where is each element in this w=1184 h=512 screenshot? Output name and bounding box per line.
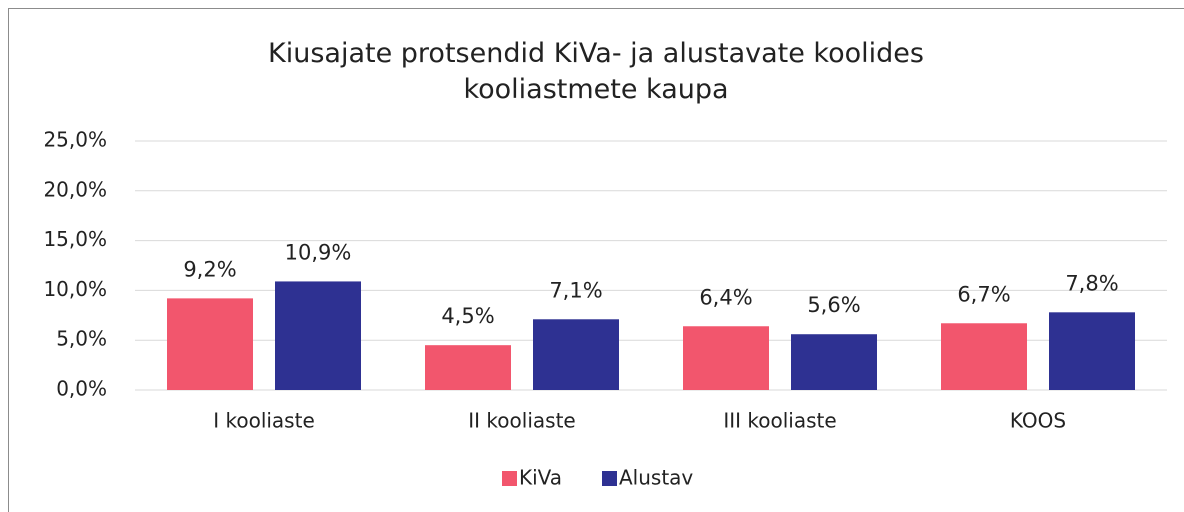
legend-label: Alustav <box>619 466 693 490</box>
data-label: 6,4% <box>699 285 752 309</box>
bar <box>533 319 619 390</box>
bar <box>167 298 253 390</box>
data-label: 10,9% <box>285 240 352 264</box>
data-label: 9,2% <box>183 257 236 281</box>
bar <box>275 281 361 390</box>
data-label: 7,8% <box>1065 271 1118 295</box>
y-tick-label: 20,0% <box>43 177 107 201</box>
data-label: 6,7% <box>957 282 1010 306</box>
x-tick-label: II kooliaste <box>468 409 575 433</box>
y-tick-label: 25,0% <box>43 128 107 152</box>
bar <box>683 326 769 390</box>
chart-border <box>8 8 1184 512</box>
y-tick-label: 10,0% <box>43 277 107 301</box>
legend-label: KiVa <box>519 466 562 490</box>
legend-swatch <box>602 471 617 486</box>
x-tick-label: III kooliaste <box>723 409 836 433</box>
data-label: 5,6% <box>807 293 860 317</box>
x-tick-label: I kooliaste <box>213 409 315 433</box>
data-label: 7,1% <box>549 278 602 302</box>
bar <box>425 345 511 390</box>
y-tick-label: 15,0% <box>43 227 107 251</box>
chart-title: Kiusajate protsendid KiVa- ja alustavate… <box>268 38 924 105</box>
y-tick-label: 0,0% <box>56 377 107 401</box>
data-label: 4,5% <box>441 304 494 328</box>
bar <box>791 334 877 390</box>
bar <box>941 323 1027 390</box>
y-tick-label: 5,0% <box>56 327 107 351</box>
bar <box>1049 312 1135 390</box>
legend-swatch <box>502 471 517 486</box>
x-tick-label: KOOS <box>1010 409 1066 433</box>
